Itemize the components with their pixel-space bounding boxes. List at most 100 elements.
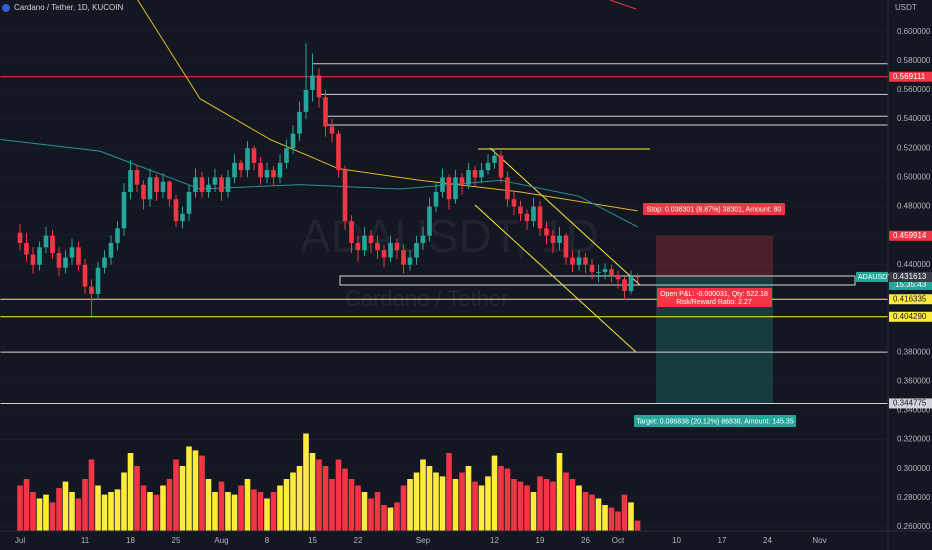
volume-bar [179, 466, 186, 531]
volume-bar [290, 472, 296, 531]
volume-bar [153, 494, 160, 531]
candle-body [420, 235, 426, 243]
volume-bar [283, 479, 290, 531]
y-tick-label: 0.280000 [897, 493, 931, 502]
volume-bar [322, 466, 329, 531]
x-tick-label: 8 [265, 536, 270, 545]
volume-bar [121, 472, 127, 531]
candle-body [336, 133, 341, 171]
candle-body [557, 235, 562, 243]
chart-title: Cardano / Tether, 1D, KUCOIN [14, 3, 123, 12]
candle-body [225, 177, 231, 192]
x-tick-label: Aug [214, 536, 228, 545]
volume-bar [621, 494, 628, 531]
candle-body [76, 247, 81, 265]
price-label: 0.569111 [893, 72, 926, 81]
x-tick-label: Oct [612, 536, 625, 545]
volume-bar [329, 479, 335, 531]
volume-bar [381, 505, 387, 531]
volume-bar [394, 502, 400, 531]
target-label-bg [634, 415, 796, 427]
candle-body [173, 199, 179, 222]
price-label-bg [889, 294, 932, 305]
stop-label-bg [643, 203, 785, 215]
candle-body [401, 250, 406, 265]
volume-bar [56, 488, 62, 531]
candle-body [154, 177, 159, 192]
x-tick-label: 24 [763, 536, 772, 545]
volume-bar [413, 472, 420, 531]
candle-body [628, 276, 634, 291]
volume-bar [563, 472, 569, 531]
candle-body [290, 133, 296, 149]
candle-body [238, 162, 244, 171]
candle-body [24, 242, 29, 255]
candle-body [505, 177, 510, 200]
y-axis-label: USDT [895, 3, 917, 12]
moving-average [0, 139, 638, 228]
candle-body [498, 155, 504, 178]
candle-body [323, 97, 328, 127]
volume-bar [257, 492, 264, 531]
volume [17, 433, 641, 531]
candle-body [472, 170, 478, 178]
range-box [339, 275, 856, 286]
target-label: Target: 0.086838 (20.12%) 86838, Amount:… [636, 418, 793, 425]
volume-bar [173, 459, 179, 531]
candle-body [219, 177, 224, 192]
y-tick-label: 0.520000 [897, 143, 931, 152]
volume-bar [537, 476, 543, 531]
volume-bar [199, 455, 205, 531]
candle-body [511, 199, 517, 207]
candle-body [589, 264, 595, 273]
x-tick-label: 17 [718, 536, 727, 545]
volume-bar [335, 459, 342, 531]
y-tick-label: 0.340000 [897, 406, 931, 415]
candle-body [95, 267, 101, 294]
candle-body [43, 235, 49, 248]
volume-bar [277, 485, 283, 531]
candle-body [537, 206, 543, 229]
volume-bar [238, 485, 244, 531]
volume-bar [43, 494, 49, 531]
candle-body [531, 206, 536, 222]
candle-body [615, 274, 621, 280]
candle-body [206, 184, 211, 192]
volume-bar [608, 507, 615, 531]
x-tick-label: 10 [672, 536, 681, 545]
volume-bar [251, 489, 257, 531]
volume-bar [595, 498, 602, 531]
candle-body [30, 254, 36, 265]
volume-bar [511, 479, 517, 531]
candle-body [375, 242, 380, 251]
volume-bar [244, 479, 251, 531]
y-tick-label: 0.540000 [897, 114, 931, 123]
price-label: 0.459914 [893, 231, 927, 240]
volume-bar [543, 479, 550, 531]
x-tick-label: 22 [354, 536, 363, 545]
volume-bar [309, 453, 316, 531]
price-label-bg [889, 71, 932, 82]
candle-body [271, 170, 276, 178]
candle-body [544, 228, 549, 236]
x-tick-label: 15 [308, 536, 317, 545]
volume-bar [114, 489, 121, 531]
candle-body [303, 90, 309, 112]
candle-body [362, 235, 367, 251]
volume-bar [264, 498, 270, 531]
volume-bar [23, 479, 30, 531]
y-tick-label: 0.560000 [897, 85, 931, 94]
volume-bar [407, 479, 413, 531]
volume-bar [30, 492, 36, 531]
candle-body [37, 247, 42, 265]
candle-body [102, 257, 107, 268]
volume-bar [465, 466, 472, 531]
candle-body [355, 242, 361, 251]
volume-bar [69, 492, 75, 531]
volume-bar [504, 468, 511, 531]
x-tick-label: Jul [15, 536, 25, 545]
candle-body [609, 269, 614, 275]
price-label-bg [889, 271, 932, 282]
trend-line [489, 147, 641, 286]
